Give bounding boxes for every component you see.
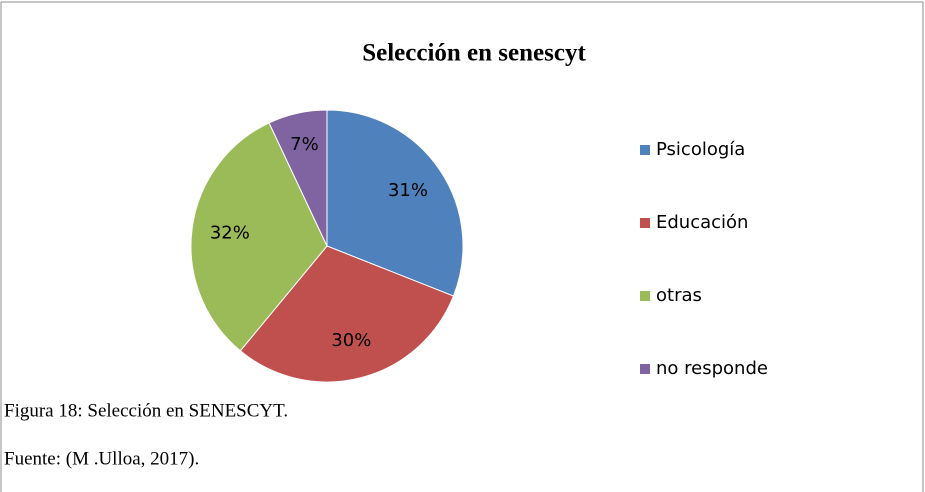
pie-slice [326,109,464,297]
data-label: 7% [290,134,319,155]
caption: Figura 18: Selección en SENESCYT. [4,400,288,421]
pie-slice [239,245,455,383]
source: Fuente: (M .Ulloa, 2017). [4,448,199,469]
legend-label: otras [656,285,702,306]
legend-swatch [640,291,650,301]
chart-title: Selección en senescyt [362,40,586,67]
legend-swatch [640,218,650,228]
legend-label: Psicología [656,139,745,160]
legend-label: Educación [656,212,748,233]
legend-swatch [640,145,650,155]
data-label: 31% [388,180,428,201]
pie-slice [268,109,328,247]
pie-slice [190,122,328,352]
data-label: 30% [331,330,371,351]
legend-swatch [640,364,650,374]
legend-label: no responde [656,358,768,379]
data-label: 32% [210,223,250,244]
